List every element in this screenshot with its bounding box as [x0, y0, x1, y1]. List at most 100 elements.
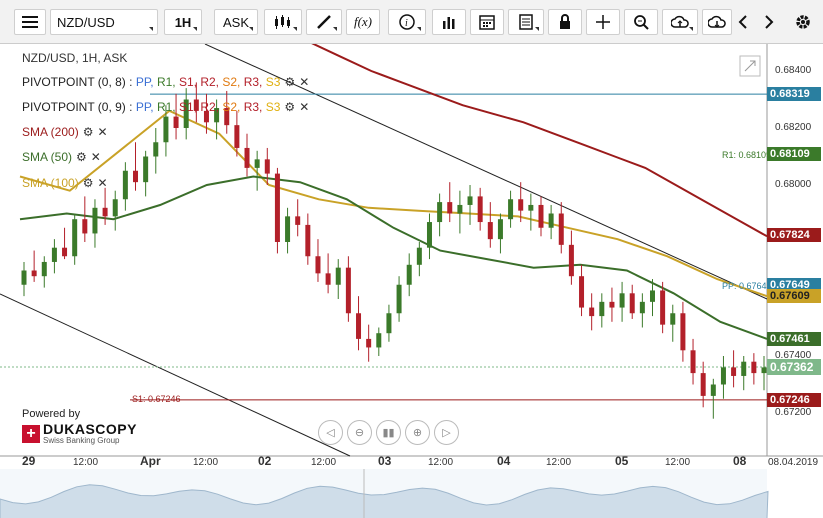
- candle-body: [305, 224, 311, 257]
- candle: [426, 213, 432, 260]
- candle: [761, 356, 767, 391]
- candle: [741, 356, 747, 391]
- calendar-button[interactable]: [470, 9, 504, 35]
- legend-close-icon[interactable]: ✕: [97, 125, 108, 139]
- candle-body: [690, 350, 696, 374]
- upload-button[interactable]: [662, 9, 698, 35]
- x-minor-label: 12:00: [73, 457, 99, 468]
- legend-settings-icon[interactable]: ⚙: [82, 125, 94, 139]
- download-button[interactable]: [702, 9, 732, 35]
- candle: [203, 93, 209, 134]
- pan-right-button[interactable]: ▷: [434, 420, 459, 445]
- scroll-left-button[interactable]: [734, 9, 752, 35]
- symbol-select[interactable]: NZD/USD: [50, 9, 158, 35]
- candle-body: [163, 116, 169, 143]
- legend-label: SMA (50): [22, 150, 73, 164]
- reset-button[interactable]: ▮▮: [376, 420, 401, 445]
- zoom-in-button[interactable]: ⊕: [405, 420, 430, 445]
- candle: [599, 293, 605, 328]
- candle-body: [741, 361, 747, 376]
- candle-body: [214, 108, 220, 123]
- candle: [51, 239, 57, 274]
- info-button[interactable]: i: [388, 9, 426, 35]
- legend-label: SMA (200): [22, 125, 79, 139]
- candle: [143, 150, 149, 197]
- candle-body: [193, 99, 199, 111]
- side-select[interactable]: ASK: [214, 9, 258, 35]
- period-select[interactable]: 1H: [164, 9, 202, 35]
- legend-close-icon[interactable]: ✕: [97, 176, 108, 190]
- candle-body: [133, 170, 139, 183]
- candle-body: [670, 313, 676, 325]
- candle: [710, 378, 716, 419]
- candle: [345, 256, 351, 322]
- price-chart[interactable]: [0, 44, 823, 518]
- candle: [285, 207, 291, 254]
- candle: [325, 253, 331, 294]
- side-label: ASK: [222, 14, 249, 30]
- candle-body: [528, 204, 534, 211]
- legend-part-r1: R1,: [156, 75, 179, 89]
- cloud-download-icon: [708, 15, 726, 28]
- legend-separator: :: [125, 100, 136, 114]
- legend-settings-icon[interactable]: ⚙: [284, 75, 296, 89]
- candle-body: [82, 219, 88, 234]
- navigator-minichart[interactable]: [0, 469, 769, 518]
- candle: [366, 324, 372, 362]
- price-label: 0.68319: [767, 87, 821, 102]
- crosshair-button[interactable]: [586, 9, 620, 35]
- gear-icon: [796, 15, 810, 29]
- triangle-right-icon: ▷: [442, 427, 451, 439]
- news-button[interactable]: [508, 9, 544, 35]
- candle-body: [579, 276, 585, 308]
- legend-settings-icon[interactable]: ⚙: [76, 150, 87, 164]
- legend-part-s2: S2,: [222, 100, 244, 114]
- caret-icon: [249, 27, 253, 31]
- x-minor-label: 12:00: [428, 457, 454, 468]
- lock-button[interactable]: [548, 9, 582, 35]
- volume-button[interactable]: [432, 9, 466, 35]
- x-major-label: 02: [258, 454, 272, 468]
- candle: [41, 256, 47, 288]
- pan-left-button[interactable]: ◁: [318, 420, 343, 445]
- legend-part-s2: S2,: [222, 75, 244, 89]
- candle-body: [619, 293, 625, 308]
- zoom-out-button[interactable]: ⊖: [347, 420, 372, 445]
- info-icon: i: [399, 14, 415, 30]
- legend-part-s3: S3: [265, 100, 281, 114]
- candle: [396, 276, 402, 322]
- scroll-right-button[interactable]: [760, 9, 778, 35]
- caret-icon: [293, 27, 297, 31]
- legend-settings-icon[interactable]: ⚙: [284, 100, 296, 114]
- legend-settings-icon[interactable]: ⚙: [82, 176, 94, 190]
- candle-body: [609, 301, 615, 308]
- candle: [568, 230, 574, 285]
- candle: [639, 293, 645, 328]
- candle: [102, 187, 108, 225]
- x-major-label: 04: [497, 454, 511, 468]
- candle-body: [508, 199, 514, 220]
- candle-body: [274, 173, 280, 242]
- candle: [558, 202, 564, 254]
- settings-button[interactable]: [792, 9, 814, 35]
- price-label: 0.67362: [767, 358, 821, 375]
- chart-type-button[interactable]: [264, 9, 302, 35]
- legend-part-r3: R3,: [243, 75, 266, 89]
- zoom-button[interactable]: [624, 9, 658, 35]
- draw-button[interactable]: [306, 9, 342, 35]
- price-label: 0.67246: [767, 392, 821, 407]
- legend-close-icon[interactable]: ✕: [299, 100, 310, 114]
- legend-part-r1: R1,: [156, 100, 179, 114]
- candle-body: [295, 216, 301, 225]
- candle: [224, 90, 230, 134]
- chevron-left-icon: [738, 15, 747, 29]
- candlestick-icon: [275, 15, 290, 29]
- candle: [92, 199, 98, 248]
- candle-body: [325, 273, 331, 285]
- hamburger-menu-icon[interactable]: [14, 9, 46, 35]
- cloud-upload-icon: [671, 15, 689, 28]
- legend-close-icon[interactable]: ✕: [299, 75, 310, 89]
- legend-close-icon[interactable]: ✕: [90, 150, 101, 164]
- indicators-button[interactable]: f(x): [346, 9, 380, 35]
- plot-area: [0, 44, 767, 456]
